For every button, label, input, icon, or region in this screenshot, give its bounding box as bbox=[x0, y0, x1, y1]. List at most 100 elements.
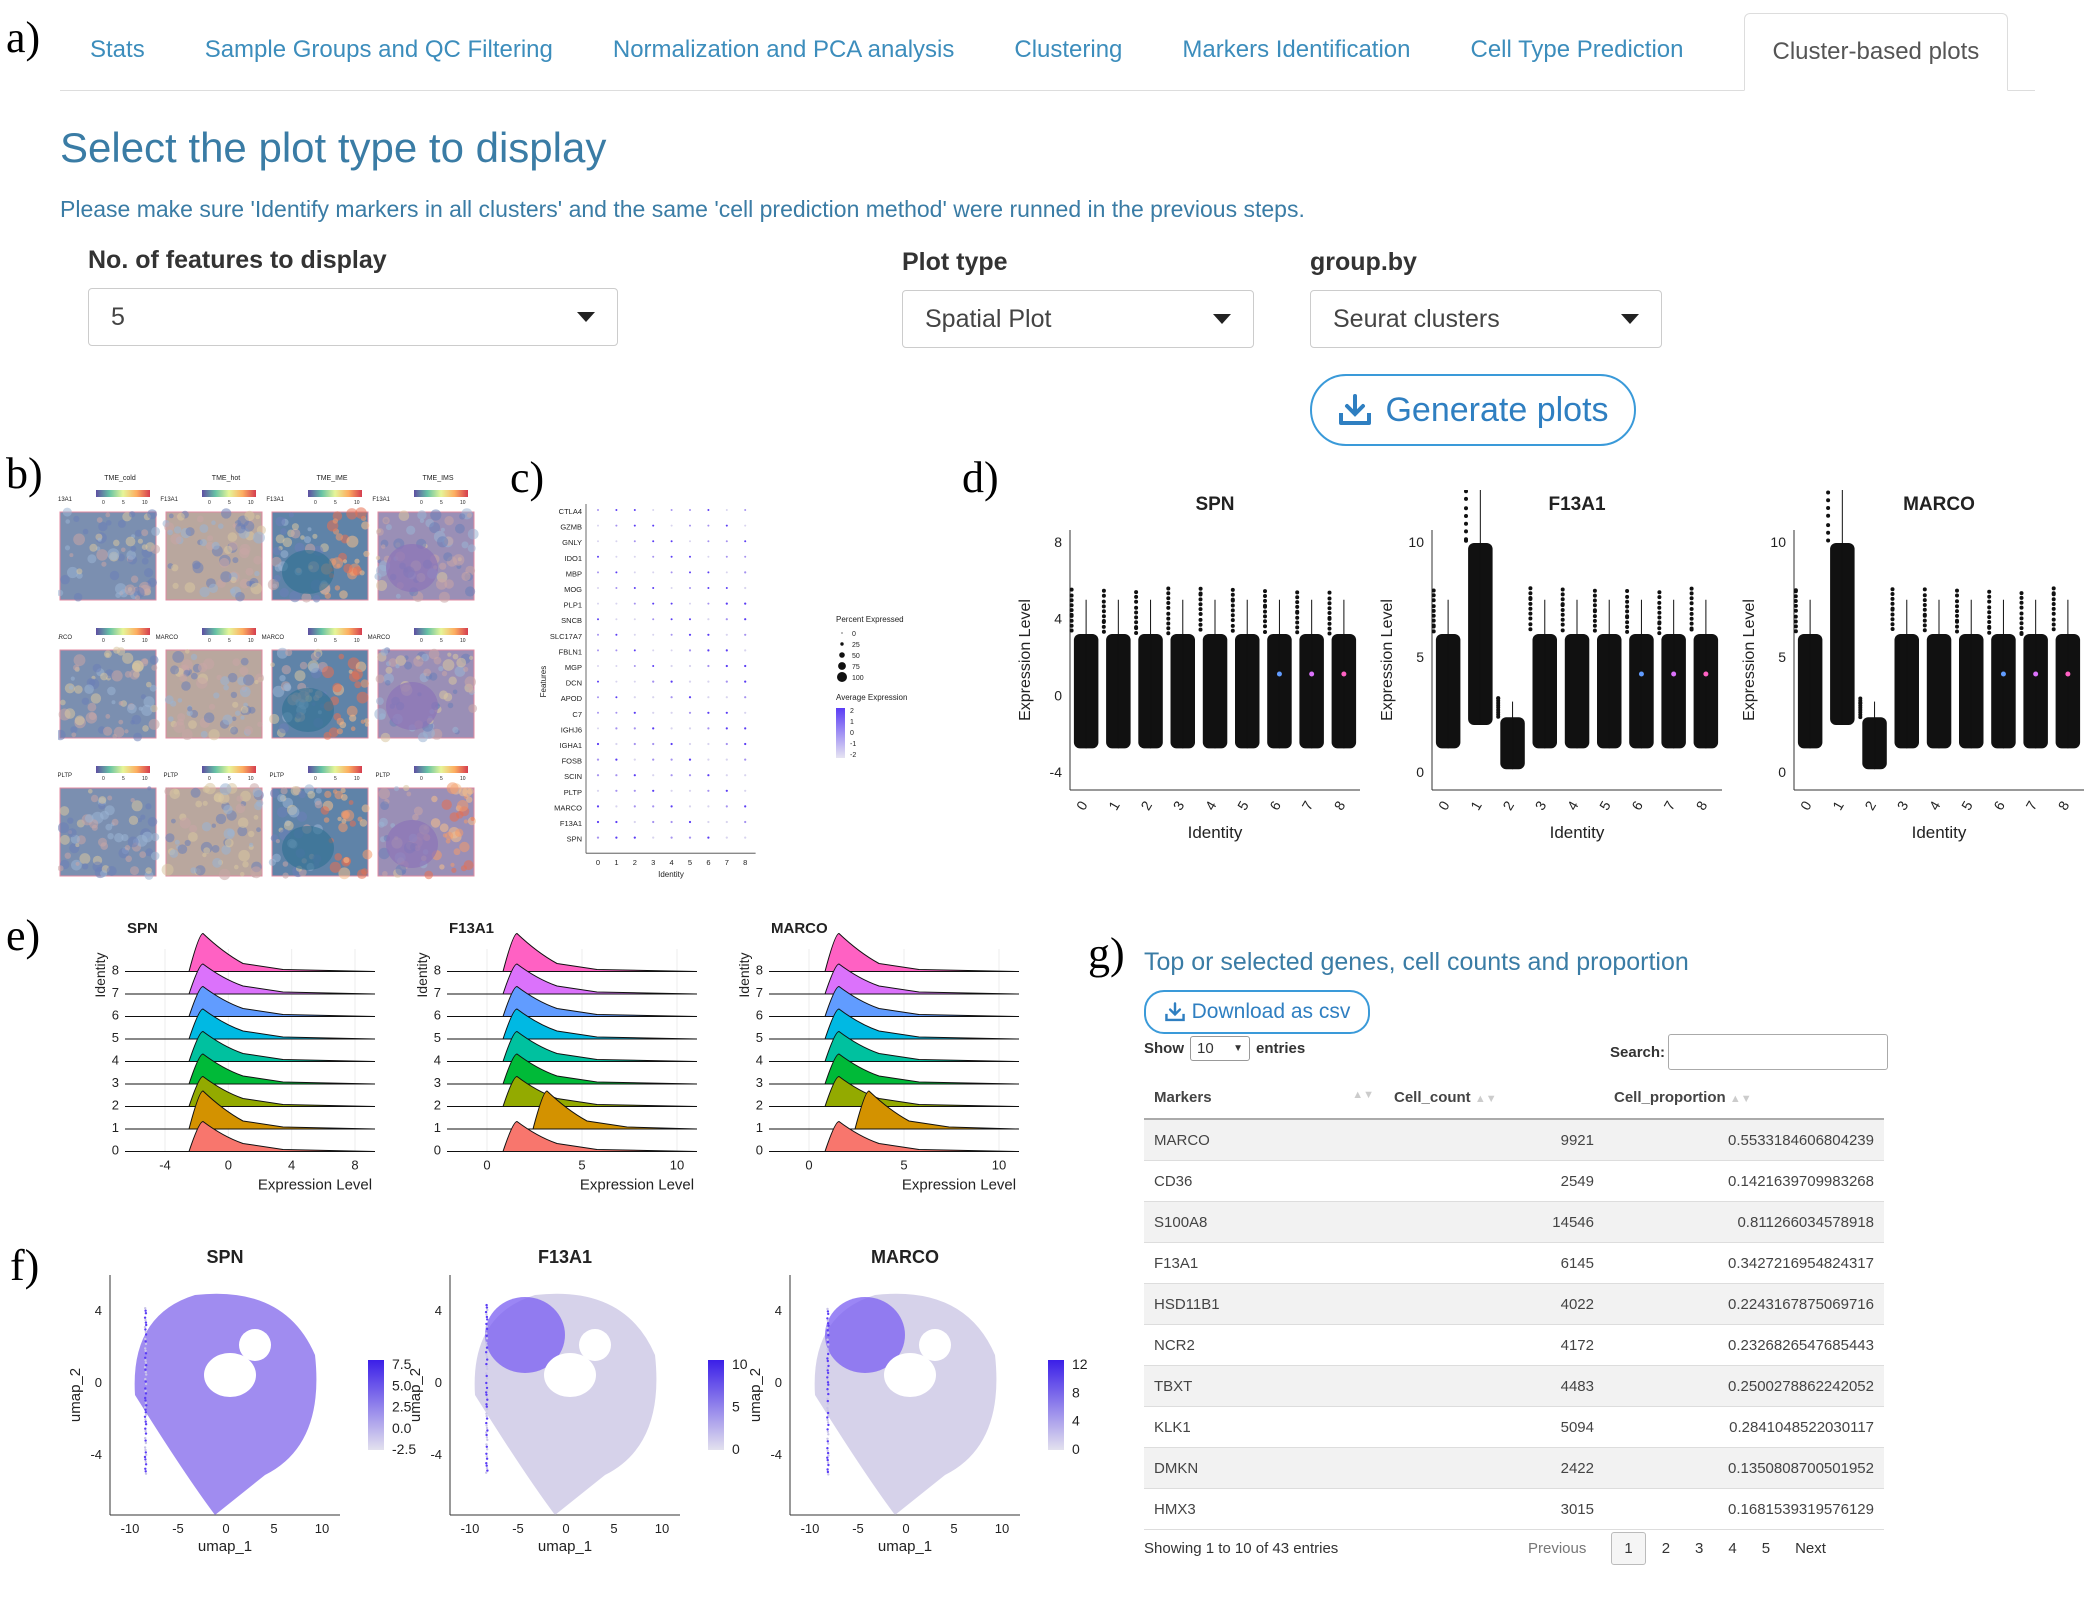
violin-outlier-point bbox=[1955, 618, 1959, 623]
spatial-spot bbox=[340, 810, 350, 820]
table-row: TBXT 4483 0.2500278862242052 bbox=[1144, 1365, 1884, 1407]
tab-clustering[interactable]: Clustering bbox=[1014, 36, 1123, 63]
spatial-spot bbox=[73, 664, 80, 671]
violin-outlier-point bbox=[1101, 609, 1106, 614]
spatial-spot bbox=[218, 868, 231, 881]
violin-outlier-point bbox=[1689, 626, 1694, 631]
violin-outlier-point bbox=[1592, 608, 1597, 613]
violin-outlier-point bbox=[1198, 612, 1203, 616]
spatial-spot bbox=[137, 818, 142, 823]
umap-cell-point bbox=[826, 1357, 829, 1360]
spatial-spot bbox=[430, 818, 441, 828]
violin-outlier-point bbox=[1955, 609, 1959, 614]
dot-mark bbox=[615, 711, 618, 714]
spatial-spot bbox=[113, 646, 121, 654]
dot-mark bbox=[744, 820, 747, 824]
violin-outlier-point bbox=[1263, 589, 1267, 594]
umap-legend-label: 4 bbox=[1072, 1413, 1080, 1429]
dot-mark bbox=[633, 758, 636, 761]
table-row: F13A1 6145 0.3427216954824317 bbox=[1144, 1242, 1884, 1284]
spatial-spot bbox=[381, 544, 386, 549]
tab-markers-identification[interactable]: Markers Identification bbox=[1182, 36, 1411, 63]
spatial-spot bbox=[196, 677, 208, 689]
umap-y-tick: -4 bbox=[430, 1447, 442, 1462]
dot-mark bbox=[725, 664, 728, 668]
column-header-cell-proportion[interactable]: Cell_proportion ▲▼ bbox=[1604, 1076, 1884, 1120]
pagination-page-2[interactable]: 2 bbox=[1661, 1540, 1671, 1557]
cell-proportion: 0.1421639709983268 bbox=[1604, 1160, 1884, 1202]
pagination-page-1[interactable]: 1 bbox=[1611, 1532, 1646, 1565]
download-csv-button[interactable]: Download as csv bbox=[1144, 990, 1370, 1034]
violin-outlier-point bbox=[1826, 538, 1831, 543]
groupby-select[interactable]: Seurat clusters bbox=[1310, 290, 1662, 348]
pagination-next[interactable]: Next bbox=[1795, 1540, 1826, 1557]
violin-outlier-point bbox=[1826, 523, 1831, 528]
spatial-spot bbox=[138, 706, 143, 711]
features-select[interactable]: 5 bbox=[88, 288, 618, 346]
pagination-page-5[interactable]: 5 bbox=[1761, 1540, 1771, 1557]
dot-mark bbox=[744, 680, 747, 683]
violin-outlier-point bbox=[2019, 626, 2024, 631]
spatial-spot bbox=[62, 507, 72, 517]
violin-outlier-point bbox=[1528, 627, 1533, 632]
spatial-spot bbox=[394, 786, 399, 792]
entries-select[interactable]: 10 ▼ bbox=[1190, 1036, 1250, 1061]
spatial-scale-tick: 0 bbox=[102, 638, 105, 644]
spatial-spot bbox=[190, 672, 198, 680]
spatial-spot bbox=[443, 552, 453, 562]
ridge-density bbox=[447, 1053, 698, 1085]
spatial-spot bbox=[429, 522, 441, 534]
dot-feature-label: CTLA4 bbox=[559, 507, 582, 516]
dot-mark bbox=[652, 696, 655, 699]
generate-plots-button[interactable]: Generate plots bbox=[1310, 374, 1636, 446]
panel-label-f: f) bbox=[10, 1241, 40, 1290]
dot-mark bbox=[707, 836, 710, 839]
column-header-cell-count[interactable]: Cell_count ▲▼ bbox=[1384, 1076, 1604, 1120]
spatial-spot bbox=[187, 706, 193, 712]
cell-proportion: 0.1350808700501952 bbox=[1604, 1447, 1884, 1489]
ridge-density bbox=[447, 1120, 698, 1152]
tab-sample-groups-qc[interactable]: Sample Groups and QC Filtering bbox=[204, 36, 553, 63]
ridge-x-tick: 0 bbox=[805, 1158, 812, 1173]
spatial-spot bbox=[446, 782, 459, 795]
dot-mark bbox=[670, 555, 673, 558]
dot-mark bbox=[707, 509, 710, 511]
spatial-spot bbox=[147, 577, 157, 588]
spatial-spot bbox=[323, 817, 330, 823]
violin-y-tick: 8 bbox=[1054, 534, 1062, 550]
spatial-spot bbox=[341, 818, 347, 824]
spatial-scale-tick: 0 bbox=[314, 500, 317, 506]
column-header-markers[interactable]: Markers ▲▼ bbox=[1144, 1076, 1384, 1120]
tab-stats[interactable]: Stats bbox=[90, 36, 145, 63]
umap-cell-point bbox=[826, 1326, 829, 1329]
spatial-gene-label: PLTP bbox=[375, 773, 390, 779]
spatial-spot bbox=[256, 827, 261, 833]
table-body: MARCO 9921 0.5533184606804239 CD36 2549 0.142… bbox=[1144, 1119, 1884, 1530]
spatial-scale-tick: 0 bbox=[208, 776, 211, 782]
violin-y-tick: 10 bbox=[1408, 534, 1424, 550]
umap-legend-label: 0 bbox=[732, 1441, 740, 1457]
pagination-page-3[interactable]: 3 bbox=[1695, 1540, 1704, 1557]
pagination-previous[interactable]: Previous bbox=[1528, 1540, 1587, 1557]
spatial-spot bbox=[151, 526, 161, 536]
umap-cell-point bbox=[144, 1382, 148, 1386]
spatial-spot bbox=[146, 681, 152, 688]
spatial-spot bbox=[177, 512, 185, 521]
tab-cell-type-prediction[interactable]: Cell Type Prediction bbox=[1470, 36, 1684, 63]
umap-cell-point bbox=[485, 1452, 488, 1455]
spatial-spot bbox=[357, 869, 367, 879]
pagination-page-4[interactable]: 4 bbox=[1728, 1540, 1737, 1557]
spatial-spot bbox=[144, 568, 154, 578]
tab-cluster-based-plots[interactable]: Cluster-based plots bbox=[1743, 13, 2009, 91]
spatial-spot bbox=[106, 866, 117, 876]
umap-cell-point bbox=[827, 1423, 830, 1427]
plot-type-label: Plot type bbox=[902, 248, 1008, 276]
umap-cell-point bbox=[827, 1352, 830, 1356]
tab-normalization-pca[interactable]: Normalization and PCA analysis bbox=[612, 36, 955, 63]
plot-type-select[interactable]: Spatial Plot bbox=[902, 290, 1254, 348]
search-input[interactable] bbox=[1668, 1034, 1888, 1070]
spatial-spot bbox=[115, 583, 127, 595]
violin-outlier-point bbox=[1431, 588, 1436, 593]
spatial-spot bbox=[290, 528, 301, 539]
